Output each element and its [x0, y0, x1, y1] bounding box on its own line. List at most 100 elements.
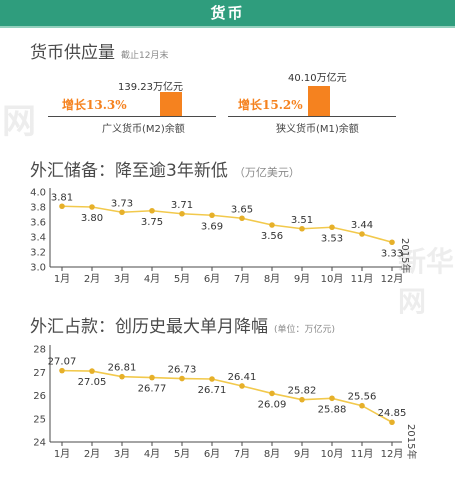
data-point	[179, 375, 185, 382]
data-point	[119, 209, 125, 216]
data-label: 3.69	[201, 221, 223, 232]
data-point	[179, 210, 185, 217]
m1-baseline	[228, 116, 396, 117]
data-point	[239, 215, 245, 222]
m1-growth: 增长15.2%	[238, 98, 303, 112]
data-point	[359, 402, 365, 409]
fx-reserve-unit: （万亿美元）	[233, 166, 300, 179]
data-point	[389, 419, 395, 426]
data-label: 3.71	[171, 200, 193, 211]
x-tick-label: 4月	[144, 273, 160, 285]
data-point	[59, 203, 65, 210]
x-tick-label: 10月	[321, 448, 344, 460]
m2-growth: 增长13.3%	[62, 98, 127, 112]
x-tick-label: 5月	[174, 448, 190, 460]
fx-reserve-title-text: 外汇储备：降至逾3年新低	[30, 161, 228, 181]
x-tick-label: 4月	[144, 448, 160, 460]
data-point	[269, 390, 275, 397]
data-label: 26.77	[138, 384, 167, 395]
data-point	[329, 395, 335, 402]
data-point	[89, 368, 95, 374]
x-tick-label: 1月	[54, 273, 70, 285]
data-label: 26.09	[258, 399, 287, 410]
m2-amount: 139.23万亿元	[118, 82, 183, 93]
x-tick-label: 11月	[351, 273, 374, 285]
y-tick-label: 28	[33, 345, 46, 356]
x-tick-label: 1月	[54, 448, 70, 460]
data-point	[59, 367, 65, 374]
data-point	[299, 396, 305, 403]
data-point	[359, 231, 365, 237]
data-label: 27.07	[48, 357, 77, 368]
data-point	[119, 373, 125, 380]
y-tick-label: 27	[33, 368, 46, 379]
y-tick-label: 26	[33, 391, 46, 402]
year-label: 2015年	[399, 238, 412, 273]
y-tick-label: 4.0	[30, 188, 46, 199]
x-tick-label: 8月	[264, 448, 280, 460]
data-point	[149, 374, 155, 381]
x-tick-label: 12月	[381, 273, 404, 285]
x-tick-label: 6月	[204, 273, 220, 285]
data-label: 3.44	[351, 220, 373, 231]
data-label: 24.85	[378, 408, 407, 419]
section-header: 货币	[0, 0, 455, 28]
fx-funds-chart: 28 27 26 25 24 1月 2月 3月 4月 5月 6月 7月 8月 9月 10月 11月 12月 27.…	[33, 345, 418, 461]
data-label: 3.75	[141, 217, 163, 228]
x-tick-label: 7月	[234, 448, 250, 460]
data-point	[209, 212, 215, 219]
series-line	[61, 205, 393, 244]
data-label: 25.82	[288, 386, 317, 397]
m1-label: 狭义货币(M1)余额	[276, 124, 359, 135]
data-label: 25.56	[348, 392, 377, 403]
x-tick-label: 8月	[264, 273, 280, 285]
header-title: 货币	[210, 4, 245, 22]
data-label: 3.51	[291, 215, 313, 226]
x-tick-label: 10月	[321, 273, 344, 285]
data-point	[299, 225, 305, 232]
year-label: 2015年	[405, 424, 418, 459]
m2-bar	[160, 92, 182, 116]
x-tick-label: 3月	[114, 273, 130, 285]
fx-funds-title: 外汇占款：创历史最大单月降幅 (单位：万亿元)	[30, 312, 335, 337]
money-supply-title: 货币供应量 截止12月末	[30, 38, 168, 63]
fx-reserve-title: 外汇储备：降至逾3年新低 （万亿美元）	[30, 156, 300, 181]
y-tick-label: 24	[33, 438, 46, 449]
watermark-big: 新华网	[398, 245, 455, 318]
y-tick-label: 25	[33, 414, 46, 425]
data-point	[269, 222, 275, 228]
money-supply-note: 截止12月末	[121, 51, 169, 61]
data-label: 25.88	[318, 404, 347, 415]
x-tick-label: 9月	[294, 448, 310, 460]
data-label: 27.05	[78, 377, 107, 388]
data-point	[389, 239, 395, 246]
y-tick-label: 3.0	[30, 263, 46, 274]
data-point	[149, 207, 155, 214]
data-label: 3.53	[321, 233, 343, 244]
y-tick-label: 3.4	[30, 233, 46, 244]
y-tick-label: 3.6	[30, 218, 46, 229]
m1-bar	[308, 86, 330, 116]
data-label: 3.56	[261, 231, 283, 242]
m2-baseline	[48, 116, 216, 117]
x-tick-label: 6月	[204, 448, 220, 460]
x-tick-label: 3月	[114, 448, 130, 460]
y-tick-label: 3.2	[30, 248, 46, 259]
x-tick-label: 11月	[351, 448, 374, 460]
fx-funds-title-text: 外汇占款：创历史最大单月降幅	[30, 317, 268, 337]
data-label: 26.41	[228, 372, 257, 383]
fx-reserve-chart: 4.0 3.8 3.6 3.4 3.2 3.0 1月 2月 3月 4月 5月 6月 7月 8月 9月 10月 1…	[30, 188, 412, 286]
x-tick-label: 12月	[381, 448, 404, 460]
x-tick-label: 2月	[84, 273, 100, 285]
data-label: 3.33	[381, 248, 403, 259]
data-point	[239, 383, 245, 389]
data-label: 26.73	[168, 365, 197, 376]
x-tick-label: 2月	[84, 448, 100, 460]
series-line	[61, 369, 393, 423]
data-point	[329, 224, 335, 231]
watermark-small: 网	[2, 102, 36, 142]
y-tick-label: 3.8	[30, 203, 46, 214]
data-label: 26.71	[198, 385, 227, 396]
data-point	[209, 376, 215, 382]
data-label: 3.80	[81, 213, 103, 224]
